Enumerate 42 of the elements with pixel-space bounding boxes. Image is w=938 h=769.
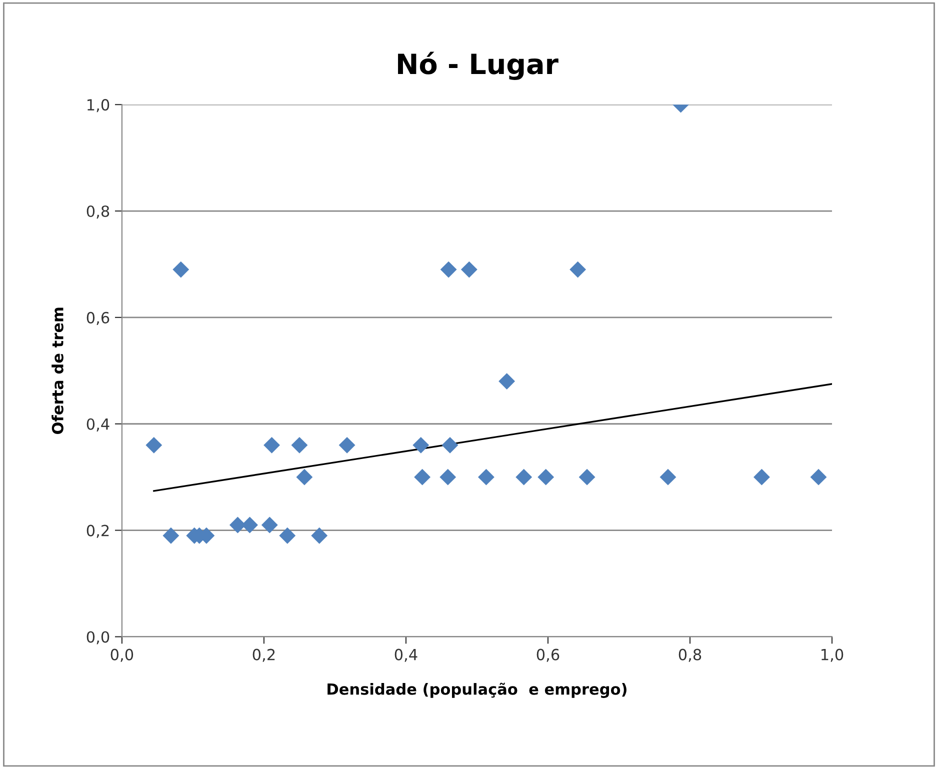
point [264,436,280,454]
point [570,261,586,278]
point [660,468,676,486]
point [412,436,430,454]
x-tick-label: 1,0 [822,648,844,662]
point [338,436,356,454]
x-tick-label: 0,2 [252,648,275,662]
point [311,527,328,544]
point [172,261,190,278]
y-tick-label: 0,8 [86,205,110,219]
point [498,373,516,390]
y-tick-label: 0,2 [86,524,109,538]
x-tick-label: 0,0 [110,648,134,662]
point [146,436,162,454]
point [229,516,246,534]
point [296,468,313,486]
y-axis-title: Oferta de trem [52,308,64,434]
point [753,468,770,486]
x-tick-label: 0,4 [394,648,418,662]
point [261,516,278,534]
point [516,468,532,486]
y-tick-label: 1,0 [88,99,110,112]
x-tick-label: 0,8 [678,648,702,662]
point [440,468,456,486]
point [538,468,554,486]
point [478,468,494,486]
point [810,468,827,486]
point [578,468,596,486]
x-tick-label: 0,6 [536,648,560,662]
x-axis-title: Densidade (população e emprego) [328,682,626,698]
point [279,527,296,544]
point [291,436,308,454]
chart-title: Nó - Lugar [398,52,558,80]
point [442,436,458,454]
point [242,516,258,534]
point [414,468,431,486]
y-tick-label: 0,6 [86,312,110,326]
y-tick-label: 0,4 [86,418,110,432]
point [460,261,478,278]
y-tick-label: 0,0 [86,631,110,644]
point [162,527,180,544]
point [440,261,457,278]
